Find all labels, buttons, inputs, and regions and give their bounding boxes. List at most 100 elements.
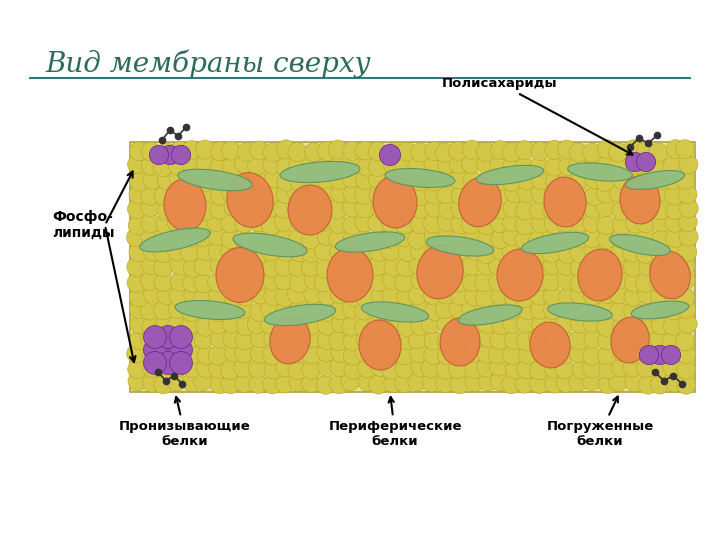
Circle shape [330,271,350,290]
Circle shape [329,332,348,350]
Circle shape [610,270,629,289]
Circle shape [636,359,656,377]
Circle shape [636,141,656,160]
Circle shape [156,315,174,335]
Circle shape [130,315,149,334]
Circle shape [650,375,669,394]
Circle shape [382,286,401,305]
Circle shape [598,375,617,394]
Circle shape [276,185,295,204]
Circle shape [490,372,510,391]
Circle shape [528,328,547,347]
Circle shape [149,145,168,165]
Circle shape [262,259,282,278]
Circle shape [354,185,374,204]
Circle shape [503,314,522,333]
Circle shape [599,360,618,379]
Circle shape [222,258,241,278]
Circle shape [665,258,683,277]
Circle shape [157,143,176,163]
Circle shape [437,242,456,261]
Circle shape [477,216,496,235]
Circle shape [154,375,173,394]
Circle shape [624,314,642,333]
Circle shape [503,172,521,191]
Circle shape [543,287,562,306]
Circle shape [395,154,413,173]
Circle shape [505,360,524,379]
Circle shape [435,272,454,291]
Circle shape [425,185,444,204]
Circle shape [555,314,575,333]
Circle shape [612,343,631,362]
Circle shape [411,357,430,376]
Circle shape [451,186,470,205]
Circle shape [329,158,348,177]
Circle shape [410,171,429,191]
Circle shape [502,143,521,162]
Circle shape [623,243,642,262]
Ellipse shape [216,247,264,302]
Circle shape [289,156,307,175]
Circle shape [490,357,508,376]
Circle shape [624,258,642,276]
Circle shape [477,328,497,347]
Circle shape [408,372,427,391]
Circle shape [264,360,283,379]
Circle shape [477,143,495,161]
Circle shape [194,288,212,307]
Circle shape [369,329,387,349]
Circle shape [666,244,685,262]
Circle shape [478,198,497,217]
Circle shape [424,154,443,173]
Circle shape [275,301,294,321]
Circle shape [143,285,163,304]
Circle shape [221,214,240,233]
Circle shape [371,199,390,218]
Circle shape [197,241,215,260]
Circle shape [156,352,179,374]
Circle shape [395,170,413,189]
Circle shape [210,375,229,394]
Ellipse shape [440,318,480,366]
Circle shape [369,186,388,205]
Circle shape [130,300,148,319]
Circle shape [437,155,456,174]
Circle shape [463,140,482,159]
Ellipse shape [361,302,428,322]
Circle shape [356,256,374,275]
Circle shape [424,255,444,275]
Circle shape [449,299,468,318]
Circle shape [314,273,333,292]
Circle shape [157,201,176,220]
Circle shape [450,375,469,394]
Circle shape [636,244,655,264]
Circle shape [557,140,576,159]
Circle shape [154,244,173,263]
Circle shape [127,200,146,219]
Circle shape [290,243,309,262]
Circle shape [517,271,536,291]
Circle shape [356,272,374,291]
Circle shape [489,256,508,275]
Circle shape [624,229,643,248]
Circle shape [624,329,643,348]
Circle shape [127,360,147,379]
Circle shape [302,315,321,334]
Circle shape [129,185,148,204]
Circle shape [516,332,536,350]
Circle shape [302,186,320,206]
Circle shape [557,227,576,246]
Circle shape [502,301,521,320]
Circle shape [531,214,550,233]
Circle shape [221,141,240,160]
Circle shape [276,172,296,191]
Circle shape [559,157,578,176]
Circle shape [143,347,161,366]
Circle shape [275,374,294,393]
Circle shape [161,145,180,165]
Circle shape [343,241,361,260]
Text: Периферические
белки: Периферические белки [328,397,462,448]
Circle shape [421,315,441,334]
Circle shape [382,201,401,220]
